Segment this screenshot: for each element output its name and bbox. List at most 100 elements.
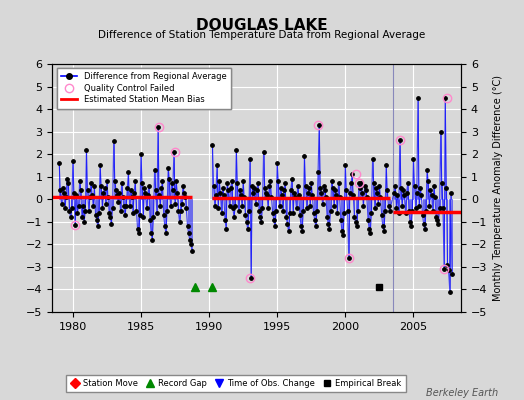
Point (433, 216, 441, 223)
Point (182, 205, 191, 212)
Point (260, 185, 269, 191)
Point (238, 203, 246, 209)
Point (380, 228, 388, 234)
Point (287, 187, 295, 194)
Point (113, 192, 122, 198)
Point (334, 180, 343, 187)
Point (267, 194, 276, 200)
Point (356, 185, 364, 191)
Point (405, 207, 413, 214)
Point (375, 182, 384, 189)
Point (91, 212, 100, 218)
Point (317, 189, 325, 196)
Point (357, 180, 365, 187)
Point (115, 189, 124, 196)
Point (158, 178, 167, 184)
Point (165, 176, 173, 182)
Point (288, 176, 296, 182)
Point (299, 207, 308, 214)
Point (292, 205, 301, 212)
Point (410, 182, 419, 189)
Point (340, 210, 348, 216)
Point (89, 203, 97, 209)
Point (108, 205, 117, 212)
Point (425, 203, 433, 209)
Point (245, 207, 253, 214)
Point (216, 189, 225, 196)
Point (145, 182, 153, 189)
Point (274, 178, 282, 184)
Point (107, 221, 116, 227)
Point (443, 262, 452, 268)
Point (417, 192, 425, 198)
Point (386, 207, 394, 214)
Point (311, 216, 319, 223)
Point (394, 192, 402, 198)
Point (102, 200, 110, 207)
Point (271, 223, 279, 230)
Point (94, 223, 102, 230)
Point (283, 221, 292, 227)
Point (100, 189, 108, 196)
Point (347, 180, 355, 187)
Point (140, 185, 149, 191)
Point (187, 241, 195, 248)
Point (58, 185, 67, 191)
Point (79, 203, 88, 209)
Point (305, 185, 313, 191)
Point (358, 189, 367, 196)
Point (122, 203, 130, 209)
Point (366, 230, 375, 236)
Point (341, 162, 350, 169)
Point (263, 192, 271, 198)
Point (434, 221, 443, 227)
Point (118, 194, 127, 200)
Point (132, 207, 140, 214)
Point (162, 230, 170, 236)
Point (336, 216, 345, 223)
Point (119, 203, 128, 209)
Point (56, 187, 64, 194)
Point (314, 169, 322, 176)
Point (133, 225, 141, 232)
Point (409, 156, 418, 162)
Point (138, 180, 146, 187)
Point (229, 205, 237, 212)
Point (435, 205, 444, 212)
Point (331, 187, 340, 194)
Point (232, 146, 241, 153)
Point (268, 210, 277, 216)
Point (152, 210, 161, 216)
Point (220, 192, 228, 198)
Point (92, 216, 101, 223)
Point (244, 225, 252, 232)
Point (127, 187, 135, 194)
Point (383, 187, 391, 194)
Point (290, 189, 298, 196)
Point (69, 158, 77, 164)
Point (414, 95, 422, 101)
Point (227, 178, 236, 184)
Point (66, 207, 74, 214)
Point (355, 180, 363, 187)
Point (403, 180, 412, 187)
Point (369, 180, 378, 187)
Point (308, 192, 316, 198)
Point (139, 214, 147, 220)
Point (90, 182, 99, 189)
Point (136, 212, 144, 218)
Point (68, 205, 76, 212)
Point (320, 182, 328, 189)
Point (270, 216, 278, 223)
Point (349, 192, 357, 198)
Point (400, 192, 409, 198)
Point (442, 185, 451, 191)
Y-axis label: Monthly Temperature Anomaly Difference (°C): Monthly Temperature Anomaly Difference (… (493, 75, 503, 301)
Point (103, 178, 111, 184)
Point (440, 266, 449, 272)
Point (84, 207, 93, 214)
Point (401, 210, 410, 216)
Point (257, 219, 266, 225)
Point (298, 228, 307, 234)
Point (67, 214, 75, 220)
